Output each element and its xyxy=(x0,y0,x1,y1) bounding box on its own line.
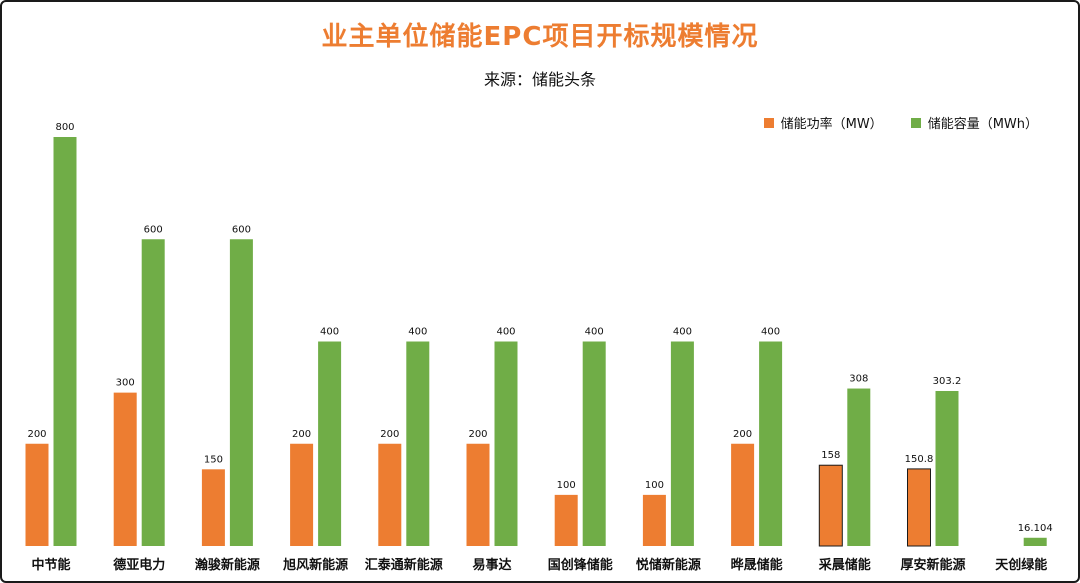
bar-power-10 xyxy=(907,468,931,547)
category-label-3: 旭风新能源 xyxy=(282,557,348,573)
legend-label-power: 储能功率（MW） xyxy=(780,117,883,132)
bar-power-0 xyxy=(25,443,49,546)
data-label-power-0: 200 xyxy=(27,429,46,440)
category-label-6: 国创锋储能 xyxy=(548,557,613,573)
bar-capacity-10 xyxy=(935,390,959,546)
data-label-power-5: 200 xyxy=(468,429,487,440)
category-label-5: 易事达 xyxy=(472,557,511,573)
data-label-capacity-9: 308 xyxy=(849,374,868,385)
data-label-power-4: 200 xyxy=(380,429,399,440)
data-label-capacity-7: 400 xyxy=(673,327,692,338)
bar-capacity-1 xyxy=(141,239,165,546)
data-label-power-10: 150.8 xyxy=(905,454,934,465)
bar-power-2 xyxy=(201,469,225,546)
category-label-0: 中节能 xyxy=(31,557,70,573)
category-label-10: 厚安新能源 xyxy=(900,557,965,573)
legend-item-power: 储能功率（MW） xyxy=(763,113,883,132)
bar-capacity-11 xyxy=(1023,537,1047,546)
category-label-9: 采晨储能 xyxy=(818,557,871,573)
category-label-2: 瀚骏新能源 xyxy=(195,557,260,573)
bar-capacity-2 xyxy=(229,239,253,546)
bar-power-9 xyxy=(818,464,843,547)
data-label-power-2: 150 xyxy=(204,454,223,465)
chart-subtitle: 来源：储能头条 xyxy=(483,70,596,89)
category-label-4: 汇泰通新能源 xyxy=(365,557,443,573)
legend: 储能功率（MW） 储能容量（MWh） xyxy=(763,113,1038,132)
category-label-11: 天创绿能 xyxy=(995,557,1047,573)
data-label-capacity-0: 800 xyxy=(55,122,74,133)
bar-capacity-9 xyxy=(847,388,871,546)
legend-item-capacity: 储能容量（MWh） xyxy=(910,113,1038,132)
chart-title: 业主单位储能EPC项目开标规模情况 xyxy=(321,22,759,52)
data-label-power-3: 200 xyxy=(292,429,311,440)
bar-capacity-7 xyxy=(670,341,694,546)
category-label-1: 德亚电力 xyxy=(113,557,165,573)
data-label-capacity-1: 600 xyxy=(144,224,163,235)
bar-capacity-5 xyxy=(494,341,518,546)
bar-power-3 xyxy=(290,443,314,546)
data-label-power-1: 300 xyxy=(116,378,135,389)
data-label-capacity-2: 600 xyxy=(232,224,251,235)
bar-capacity-4 xyxy=(406,341,430,546)
bar-power-6 xyxy=(554,494,578,546)
data-label-capacity-5: 400 xyxy=(496,327,515,338)
bar-capacity-3 xyxy=(318,341,342,546)
data-label-capacity-4: 400 xyxy=(408,327,427,338)
category-label-7: 悦储新能源 xyxy=(636,557,701,573)
bar-power-5 xyxy=(466,443,490,546)
bar-power-7 xyxy=(642,494,666,546)
bar-power-8 xyxy=(731,443,755,546)
bar-capacity-0 xyxy=(53,137,77,546)
category-label-8: 晔晟储能 xyxy=(731,557,783,573)
bar-capacity-6 xyxy=(582,341,606,546)
data-label-capacity-11: 16.104 xyxy=(1018,523,1053,534)
data-label-capacity-8: 400 xyxy=(761,327,780,338)
data-label-power-7: 100 xyxy=(645,480,664,491)
data-label-power-8: 200 xyxy=(733,429,752,440)
bar-power-4 xyxy=(378,443,402,546)
legend-swatch-capacity xyxy=(910,117,921,128)
bar-power-1 xyxy=(113,392,137,546)
legend-label-capacity: 储能容量（MWh） xyxy=(927,117,1038,132)
data-label-power-9: 158 xyxy=(821,450,840,461)
bar-capacity-8 xyxy=(759,341,783,546)
legend-swatch-power xyxy=(763,117,774,128)
data-label-capacity-3: 400 xyxy=(320,327,339,338)
data-label-capacity-10: 303.2 xyxy=(933,376,962,387)
data-label-capacity-6: 400 xyxy=(585,327,604,338)
data-label-power-6: 100 xyxy=(557,480,576,491)
